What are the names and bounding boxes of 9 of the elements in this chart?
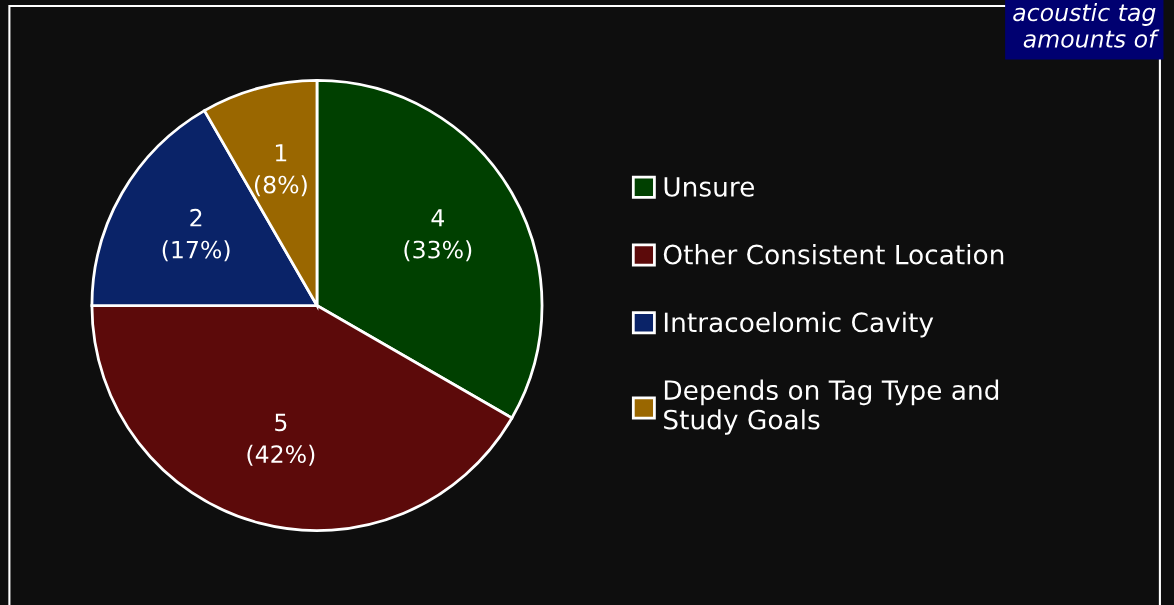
- legend-label: Unsure: [664, 177, 754, 197]
- data-label: 4 (33%): [404, 209, 472, 262]
- data-label: 1 (8%): [254, 144, 307, 197]
- text: acoustic tag amounts of: [1013, 3, 1160, 48]
- data-label: 5 (42%): [247, 413, 315, 466]
- legend-label: Intracoelomic Cavity: [664, 311, 934, 338]
- data-label: 2 (17%): [162, 208, 230, 262]
- legend-label: Other Consistent Location: [663, 244, 1004, 265]
- legend-label: Depends on Tag Type and Study Goals: [664, 379, 999, 435]
